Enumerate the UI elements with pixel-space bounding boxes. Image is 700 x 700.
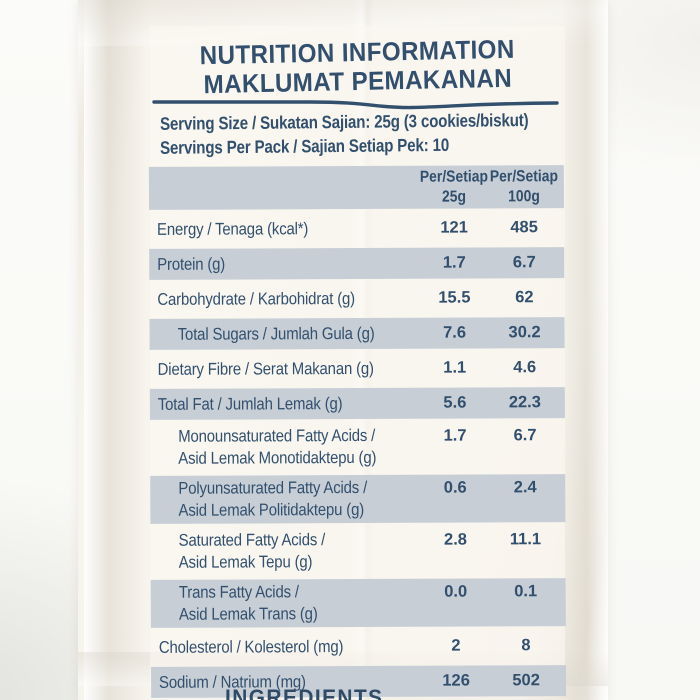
serving-size-line: Serving Size / Sukatan Sajian: 25g (3 co… bbox=[159, 110, 529, 134]
value-per-100g: 62 bbox=[515, 288, 534, 307]
value-per-100g: 11.1 bbox=[509, 530, 542, 549]
header-spacer bbox=[149, 166, 419, 167]
table-row-dietary-fibre: Dietary Fibre / Serat Makanan (g) 1.1 4.… bbox=[150, 352, 565, 385]
table-row-energy: Energy / Tenaga (kcal*) 121 485 bbox=[149, 212, 564, 245]
value-per-25g: 0.6 bbox=[443, 478, 467, 497]
table-row-total-sugars: Total Sugars / Jumlah Gula (g) 7.6 30.2 bbox=[149, 317, 565, 350]
value-per-100g: 8 bbox=[521, 636, 531, 655]
row-label: Dietary Fibre / Serat Makanan (g) bbox=[157, 358, 374, 379]
value-per-100g: 22.3 bbox=[508, 393, 541, 412]
title-divider bbox=[150, 98, 565, 112]
row-label: Trans Fatty Acids / Asid Lemak Trans (g) bbox=[178, 582, 318, 624]
table-row-protein: Protein (g) 1.7 6.7 bbox=[149, 247, 565, 280]
value-per-25g: 5.6 bbox=[443, 393, 467, 412]
value-per-25g: 7.6 bbox=[443, 323, 467, 342]
value-per-25g: 0.0 bbox=[444, 582, 468, 601]
table-row-saturated-fat: Saturated Fatty Acids / Asid Lemak Tepu … bbox=[150, 526, 565, 576]
table-row-polyunsaturated-fat: Polyunsaturated Fatty Acids / Asid Lemak… bbox=[150, 474, 566, 524]
row-label: Cholesterol / Kolesterol (mg) bbox=[158, 637, 344, 657]
value-per-100g: 2.4 bbox=[513, 478, 537, 497]
value-per-25g: 1.7 bbox=[442, 253, 466, 272]
table-row-monounsaturated-fat: Monounsaturated Fatty Acids / Asid Lemak… bbox=[150, 422, 565, 472]
row-label: Monounsaturated Fatty Acids / Asid Lemak… bbox=[178, 425, 377, 468]
value-per-25g: 121 bbox=[440, 218, 468, 237]
value-per-25g: 1.7 bbox=[443, 426, 467, 445]
row-label: Saturated Fatty Acids / Asid Lemak Tepu … bbox=[178, 530, 326, 572]
value-per-25g: 2 bbox=[451, 636, 461, 655]
value-per-100g: 502 bbox=[512, 671, 540, 690]
column-header-per-25g: Per/Setiap 25g bbox=[419, 168, 488, 206]
table-row-carbohydrate: Carbohydrate / Karbohidrat (g) 15.5 62 bbox=[149, 282, 564, 315]
nutrition-label: NUTRITION INFORMATION MAKLUMAT PEMAKANAN… bbox=[148, 26, 567, 698]
value-per-100g: 6.7 bbox=[513, 426, 537, 445]
value-per-100g: 6.7 bbox=[512, 253, 536, 272]
row-label: Total Fat / Jumlah Lemak (g) bbox=[157, 394, 343, 414]
value-per-25g: 1.1 bbox=[443, 358, 467, 377]
value-per-100g: 4.6 bbox=[513, 358, 537, 377]
value-per-100g: 30.2 bbox=[508, 323, 541, 342]
table-row-trans-fat: Trans Fatty Acids / Asid Lemak Trans (g)… bbox=[150, 578, 566, 628]
table-row-cholesterol: Cholesterol / Kolesterol (mg) 2 8 bbox=[151, 630, 566, 663]
value-per-100g: 485 bbox=[510, 218, 538, 237]
label-title: NUTRITION INFORMATION MAKLUMAT PEMAKANAN bbox=[164, 34, 551, 100]
column-header-per-100g: Per/Setiap 100g bbox=[489, 168, 558, 206]
title-line-2: MAKLUMAT PEMAKANAN bbox=[203, 62, 513, 100]
row-label: Polyunsaturated Fatty Acids / Asid Lemak… bbox=[178, 477, 368, 520]
value-per-25g: 15.5 bbox=[438, 288, 471, 307]
table-row-total-fat: Total Fat / Jumlah Lemak (g) 5.6 22.3 bbox=[149, 387, 565, 420]
row-label: Carbohydrate / Karbohidrat (g) bbox=[157, 289, 356, 309]
value-per-100g: 0.1 bbox=[514, 582, 538, 601]
partial-ingredients-text: INGREDIENTS bbox=[225, 687, 384, 700]
row-label: Energy / Tenaga (kcal*) bbox=[156, 219, 309, 239]
value-per-25g: 2.8 bbox=[443, 530, 467, 549]
nutrition-table: Per/Setiap 25g Per/Setiap 100g Energy / … bbox=[148, 165, 567, 698]
row-label: Total Sugars / Jumlah Gula (g) bbox=[177, 323, 375, 344]
row-label: Protein (g) bbox=[157, 254, 226, 274]
servings-per-pack-line: Servings Per Pack / Sajian Setiap Pek: 1… bbox=[159, 134, 450, 158]
table-header-row: Per/Setiap 25g Per/Setiap 100g bbox=[148, 165, 565, 210]
